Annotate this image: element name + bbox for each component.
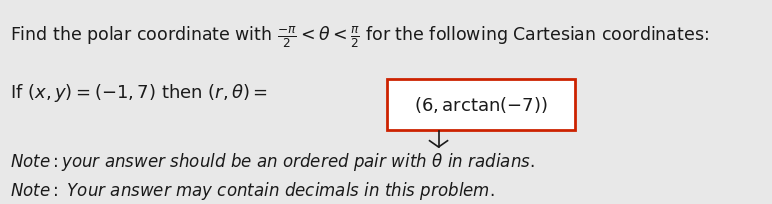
Text: $(6, \mathrm{arctan}(-7))$: $(6, \mathrm{arctan}(-7))$ (414, 95, 547, 115)
Text: Find the polar coordinate with $\frac{-\pi}{2} < \theta < \frac{\pi}{2}$ for the: Find the polar coordinate with $\frac{-\… (10, 24, 709, 50)
Text: $\it{Note: your\ answer\ should\ be\ an\ ordered\ pair\ with\ }$$\it{\theta}$$\i: $\it{Note: your\ answer\ should\ be\ an\… (10, 151, 535, 173)
FancyBboxPatch shape (387, 79, 575, 130)
Text: If $(x, y) = (-1, 7)$ then $(r, \theta) = $: If $(x, y) = (-1, 7)$ then $(r, \theta) … (10, 82, 268, 104)
Text: $\it{Note:\ Your\ answer\ may\ contain\ decimals\ in\ this\ problem.}$: $\it{Note:\ Your\ answer\ may\ contain\ … (10, 180, 495, 202)
